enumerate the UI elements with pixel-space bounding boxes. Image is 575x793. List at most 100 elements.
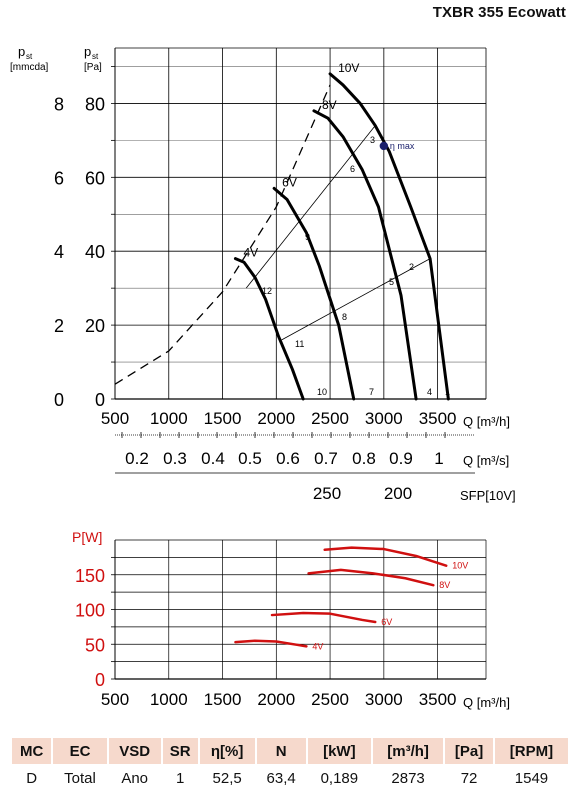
power-curve-label-10V: 10V xyxy=(452,561,468,571)
spec-header-sr: SR xyxy=(162,738,198,764)
y-tick-label-pa: 40 xyxy=(85,242,105,262)
fan-curve-4V xyxy=(233,257,305,401)
spec-value-kw: 0,189 xyxy=(320,769,359,787)
power-curve-10V xyxy=(323,546,448,567)
q-m3s-tick-label: 0.7 xyxy=(314,449,338,468)
xlabel-q-m3s: Q [m³/s] xyxy=(463,453,509,468)
point-label: 4 xyxy=(427,387,432,397)
power-curve-6V xyxy=(270,611,377,624)
curve-label-10V: 10V xyxy=(338,61,359,75)
spec-header-pa: [Pa] xyxy=(445,738,493,764)
y-tick-label-mmcda: 0 xyxy=(54,390,64,410)
power-xlabel: Q [m³/h] xyxy=(463,695,510,710)
y-tick-label-pa: 0 xyxy=(95,390,105,410)
fan-curve-8V xyxy=(312,109,418,401)
spec-value-eta: 52,5 xyxy=(212,769,242,787)
power-curve-label-4V: 4V xyxy=(312,641,323,651)
point-label: 11 xyxy=(295,339,304,349)
spec-header-ec: EC xyxy=(53,738,107,764)
power-x-tick-label: 2000 xyxy=(257,690,295,709)
spec-value-mc: D xyxy=(26,769,38,787)
spec-value-row: D Total Ano 1 52,5 63,4 0,189 2873 72 15… xyxy=(12,764,568,792)
model-title: TXBR 355 Ecowatt xyxy=(432,4,566,21)
power-ylabel: P[W] xyxy=(72,529,102,545)
efficiency-line xyxy=(245,125,376,289)
power-x-tick-label: 3500 xyxy=(419,690,457,709)
q-m3s-tick-label: 0.2 xyxy=(125,449,149,468)
y-tick-label-mmcda: 4 xyxy=(54,242,64,262)
eta-max-marker xyxy=(379,141,389,151)
curve-label-4V: 4V xyxy=(243,246,258,260)
spec-header-eta: η[%] xyxy=(199,738,255,764)
spec-header-flow: [m³/h] xyxy=(372,738,444,764)
ylabel-right-unit: [Pa] xyxy=(84,62,102,73)
y-tick-label-mmcda: 8 xyxy=(54,94,64,114)
fan-curve-6V xyxy=(272,186,356,401)
point-label: 7 xyxy=(369,387,374,397)
spec-value-sr: 1 xyxy=(176,769,185,787)
ylabel-right-main: p xyxy=(84,44,91,59)
power-y-tick-label: 100 xyxy=(75,601,105,621)
power-x-tick-label: 1500 xyxy=(204,690,242,709)
y-tick-label-pa: 60 xyxy=(85,168,105,188)
ylabel-left-main: p xyxy=(18,44,25,59)
point-label: 12 xyxy=(262,286,272,296)
ylabel-right-sub: st xyxy=(92,52,99,61)
spec-value-pa: 72 xyxy=(460,769,478,787)
ylabel-left-sub: st xyxy=(26,52,33,61)
x-tick-label: 1500 xyxy=(204,409,242,428)
spec-header-vsd: VSD xyxy=(108,738,161,764)
point-label: 5 xyxy=(389,277,394,287)
efficiency-line xyxy=(281,258,431,341)
y-tick-label-pa: 20 xyxy=(85,316,105,336)
ylabel-left-unit: [mmcda] xyxy=(10,62,49,73)
spec-header-kw: [kW] xyxy=(307,738,371,764)
q-m3s-tick-label: 0.6 xyxy=(276,449,300,468)
power-x-tick-label: 500 xyxy=(101,690,129,709)
power-y-tick-label: 0 xyxy=(95,670,105,690)
spec-header-mc: MC xyxy=(12,738,52,764)
spec-header-n: N xyxy=(256,738,306,764)
point-label: 8 xyxy=(342,312,347,322)
system-curve-dashed xyxy=(114,84,331,385)
x-tick-label: 500 xyxy=(101,409,129,428)
q-m3s-tick-label: 0.8 xyxy=(352,449,376,468)
point-label: 10 xyxy=(317,387,327,397)
q-m3s-tick-label: 0.5 xyxy=(238,449,262,468)
power-curve-4V xyxy=(234,639,308,648)
eta-max-label: η max xyxy=(390,141,415,151)
spec-value-rpm: 1549 xyxy=(514,769,549,787)
x-tick-label: 1000 xyxy=(150,409,188,428)
point-label: 3 xyxy=(370,135,375,145)
power-curve-label-8V: 8V xyxy=(439,580,450,590)
spec-header-row: MC EC VSD SR η[%] N [kW] [m³/h] [Pa] [RP… xyxy=(12,738,568,764)
q-m3s-tick-label: 1 xyxy=(434,449,443,468)
x-tick-label: 3500 xyxy=(419,409,457,428)
point-label: 9 xyxy=(305,232,310,242)
y-tick-label-pa: 80 xyxy=(85,94,105,114)
curve-label-8V: 8V xyxy=(322,98,337,112)
power-curve-8V xyxy=(307,568,435,587)
power-curve-label-6V: 6V xyxy=(381,617,392,627)
q-m3s-tick-label: 0.9 xyxy=(389,449,413,468)
point-label: 6 xyxy=(350,164,355,174)
x-tick-label: 3000 xyxy=(365,409,403,428)
fan-curve-10V xyxy=(328,72,450,401)
spec-value-flow: 2873 xyxy=(391,769,425,787)
spec-value-vsd: Ano xyxy=(121,769,149,787)
point-label: 1 xyxy=(445,387,450,397)
x-tick-label: 2000 xyxy=(257,409,295,428)
spec-value-ec: Total xyxy=(64,769,96,787)
power-y-tick-label: 50 xyxy=(85,635,105,655)
curve-label-6V: 6V xyxy=(282,175,297,189)
q-m3s-tick-label: 0.3 xyxy=(163,449,187,468)
x-tick-label: 2500 xyxy=(311,409,349,428)
power-x-tick-label: 1000 xyxy=(150,690,188,709)
spec-value-n: 63,4 xyxy=(266,769,296,787)
sfp-tick-label: 200 xyxy=(384,484,412,503)
xlabel-q-m3h: Q [m³/h] xyxy=(463,414,510,429)
power-x-tick-label: 3000 xyxy=(365,690,403,709)
spec-header-rpm: [RPM] xyxy=(494,738,568,764)
power-y-tick-label: 150 xyxy=(75,566,105,586)
